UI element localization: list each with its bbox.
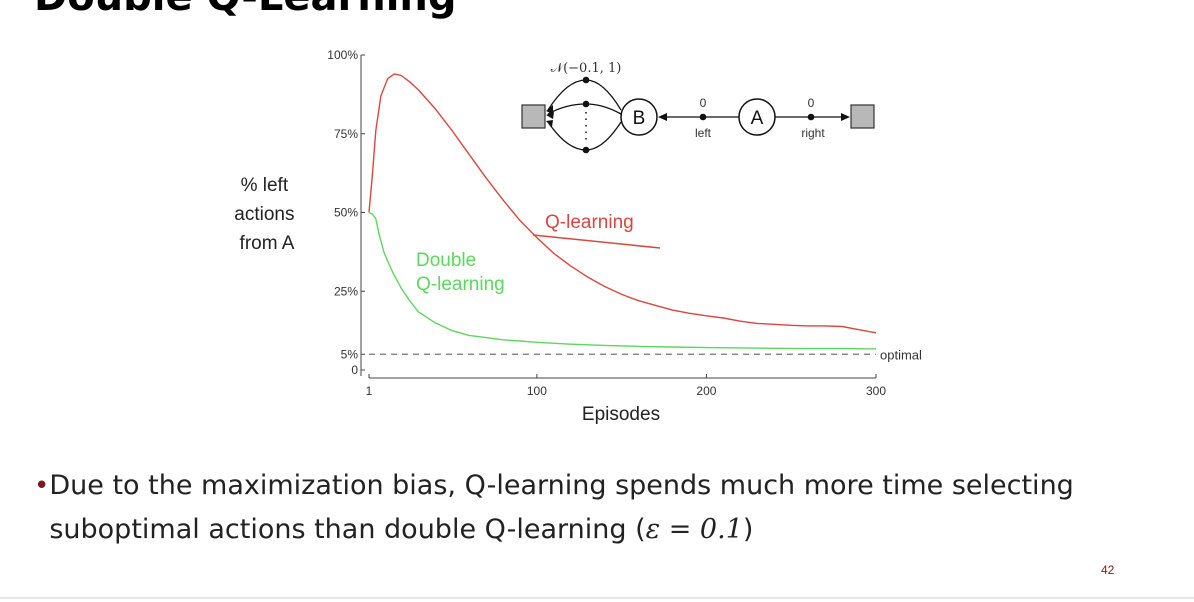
- arrowhead-top: [546, 105, 553, 114]
- series-group: [368, 73, 877, 350]
- optimal-label: optimal: [880, 347, 922, 362]
- action-dot-top: [582, 76, 590, 84]
- y-label-line-2: actions: [234, 204, 294, 225]
- double-q-label-line2: Q-learning: [416, 274, 505, 295]
- q-learning-label: Q-learning: [545, 212, 634, 233]
- bullet-math: ε = 0.1: [645, 514, 743, 545]
- b-edge-bottom: [547, 121, 622, 151]
- arrowhead-middle: [546, 112, 554, 119]
- x-tick-label: 300: [866, 384, 886, 398]
- state-a-label: A: [751, 108, 764, 129]
- y-tick-label: 50%: [334, 206, 358, 220]
- y-tick-label: 5%: [341, 347, 359, 361]
- y-label-line-3: from A: [240, 233, 295, 254]
- right-action-label: right: [801, 126, 825, 140]
- y-tick-label: 0: [351, 363, 358, 377]
- y-tick-label: 100%: [327, 48, 358, 62]
- y-tick-label: 25%: [334, 284, 358, 298]
- chart: 0 5% 25% 50% 75% 100% 1 100 200 300 optimal Q-lear…: [234, 48, 922, 425]
- distribution-label: 𝒩(−0.1, 1): [551, 61, 622, 76]
- axes-group: 0 5% 25% 50% 75% 100% 1 100 200 300 optimal: [327, 48, 922, 398]
- action-dot-middle: [582, 100, 590, 108]
- terminal-left-square: [521, 104, 546, 129]
- right-action-dot: [807, 113, 815, 121]
- bullet-text-pre: Due to the maximization bias, Q-learning…: [49, 470, 1074, 545]
- y-label-line-1: % left: [241, 175, 289, 196]
- action-dot-bottom: [582, 146, 590, 154]
- left-action-dot: [699, 113, 707, 121]
- state-b-node: [620, 98, 658, 136]
- y-tick-label: 75%: [334, 127, 358, 141]
- bullet-item: • Due to the maximization bias, Q-learni…: [34, 464, 1134, 552]
- x-tick-label: 1: [366, 384, 373, 398]
- q-learning-legend-line: [532, 234, 661, 249]
- page-number: 42: [1101, 563, 1115, 577]
- state-b-label: B: [633, 108, 646, 129]
- q-learning-series-line: [368, 73, 877, 334]
- left-reward: 0: [700, 96, 707, 110]
- right-arrowhead: [841, 113, 850, 121]
- double-q-learning-label: Double Q-learning: [416, 250, 505, 295]
- bullet-text-post: ): [742, 514, 754, 545]
- left-arrowhead: [658, 113, 667, 121]
- double-q-learning-series-line: [368, 211, 877, 350]
- mdp-diagram: 𝒩(−0.1, 1) B A 0 left 0 right: [521, 61, 875, 154]
- x-tick-label: 100: [527, 384, 547, 398]
- left-action-label: left: [695, 126, 712, 140]
- double-q-label-line1: Double: [416, 250, 476, 271]
- x-axis-label: Episodes: [582, 404, 660, 425]
- slide-title: Double Q-Learning: [34, 0, 457, 20]
- bullet-marker: •: [34, 471, 50, 501]
- footer-divider: [0, 597, 1194, 599]
- right-reward: 0: [808, 96, 815, 110]
- arrowhead-bottom: [546, 120, 553, 127]
- x-tick-label: 200: [696, 384, 716, 398]
- bullet-text: Due to the maximization bias, Q-learning…: [49, 464, 1134, 552]
- y-axis-label: % left actions from A: [234, 175, 299, 254]
- terminal-right-square: [850, 104, 875, 129]
